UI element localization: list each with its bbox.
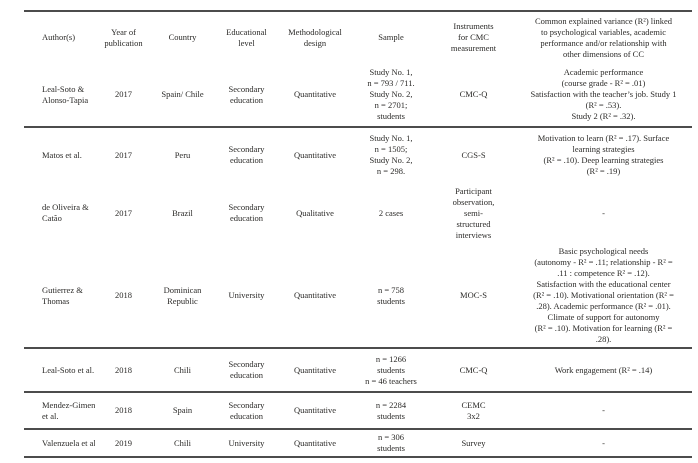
cell-methodological-design: Quantitative: [280, 63, 350, 127]
cell-methodological-design: Quantitative: [280, 429, 350, 457]
cell-instruments: CEMC 3x2: [432, 392, 515, 429]
cell-educational-level: Secondary education: [213, 127, 280, 182]
cell-variance: Motivation to learn (R² = .17). Surface …: [515, 127, 692, 182]
cell-sample: Study No. 1, n = 793 / 711. Study No. 2,…: [350, 63, 432, 127]
cell-variance: Work engagement (R² = .14): [515, 348, 692, 392]
cell-year: 2018: [95, 392, 152, 429]
column-header-authors: Author(s): [42, 32, 76, 42]
table-header-row: Author(s) Year of publication Country Ed…: [24, 11, 692, 63]
cell-year: 2017: [95, 63, 152, 127]
cell-country: Peru: [152, 127, 213, 182]
studies-review-table: Author(s) Year of publication Country Ed…: [24, 10, 692, 458]
cell-authors: de Oliveira & Catão: [42, 202, 89, 223]
cell-year: 2019: [95, 429, 152, 457]
table-row: Leal-Soto et al. 2018 Chili Secondary ed…: [24, 348, 692, 392]
table-row: Leal-Soto & Alonso-Tapia 2017 Spain/ Chi…: [24, 63, 692, 127]
cell-instruments: Participant observation, semi- structure…: [432, 182, 515, 244]
column-header-educational-level: Educational level: [213, 11, 280, 63]
cell-methodological-design: Quantitative: [280, 127, 350, 182]
cell-sample: n = 1266 students n = 46 teachers: [350, 348, 432, 392]
cell-year: 2017: [95, 182, 152, 244]
cell-variance: -: [515, 429, 692, 457]
cell-sample: 2 cases: [350, 182, 432, 244]
cell-country: Chili: [152, 429, 213, 457]
cell-sample: n = 758 students: [350, 244, 432, 348]
cell-sample: Study No. 1, n = 1505; Study No. 2, n = …: [350, 127, 432, 182]
column-header-country: Country: [152, 11, 213, 63]
cell-authors: Leal-Soto & Alonso-Tapia: [42, 83, 89, 105]
cell-year: 2018: [95, 348, 152, 392]
cell-educational-level: Secondary education: [213, 63, 280, 127]
cell-educational-level: University: [213, 244, 280, 348]
cell-methodological-design: Qualitative: [280, 182, 350, 244]
cell-country: Brazil: [152, 182, 213, 244]
cell-instruments: CMC-Q: [432, 63, 515, 127]
cell-country: Chili: [152, 348, 213, 392]
cell-methodological-design: Quantitative: [280, 348, 350, 392]
cell-instruments: Survey: [432, 429, 515, 457]
cell-variance: -: [515, 182, 692, 244]
cell-educational-level: University: [213, 429, 280, 457]
cell-educational-level: Secondary education: [213, 182, 280, 244]
cell-authors: Mendez-Gimenez et al.: [42, 399, 95, 421]
cell-authors: Valenzuela et al.: [42, 437, 95, 448]
cell-variance: -: [515, 392, 692, 429]
column-header-year: Year of publication: [95, 11, 152, 63]
cell-instruments: CMC-Q: [432, 348, 515, 392]
column-header-variance: Common explained variance (R²) linked to…: [515, 11, 692, 63]
cell-year: 2018: [95, 244, 152, 348]
cell-educational-level: Secondary education: [213, 392, 280, 429]
column-header-instruments: Instruments for CMC measurement: [432, 11, 515, 63]
cell-variance: Academic performance (course grade - R² …: [515, 63, 692, 127]
table-row: Matos et al. 2017 Peru Secondary educati…: [24, 127, 692, 182]
cell-year: 2017: [95, 127, 152, 182]
cell-educational-level: Secondary education: [213, 348, 280, 392]
cell-country: Spain/ Chile: [152, 63, 213, 127]
cell-instruments: CGS-S: [432, 127, 515, 182]
cell-sample: n = 306 students: [350, 429, 432, 457]
table-row: Gutierrez & Thomas 2018 Dominican Republ…: [24, 244, 692, 348]
cell-authors: Leal-Soto et al.: [42, 364, 95, 375]
column-header-methodological-design: Methodological design: [280, 11, 350, 63]
cell-methodological-design: Quantitative: [280, 392, 350, 429]
cell-sample: n = 2284 students: [350, 392, 432, 429]
cell-instruments: MOC-S: [432, 244, 515, 348]
table-row: Valenzuela et al. 2019 Chili University …: [24, 429, 692, 457]
column-header-sample: Sample: [350, 11, 432, 63]
cell-methodological-design: Quantitative: [280, 244, 350, 348]
cell-authors: Matos et al.: [42, 149, 82, 160]
cell-country: Spain: [152, 392, 213, 429]
cell-authors: Gutierrez & Thomas: [42, 284, 83, 306]
cell-variance: Basic psychological needs (autonomy - R²…: [515, 244, 692, 348]
table-row: Mendez-Gimenez et al. 2018 Spain Seconda…: [24, 392, 692, 429]
table-row: de Oliveira & Catão 2017 Brazil Secondar…: [24, 182, 692, 244]
cell-country: Dominican Republic: [152, 244, 213, 348]
